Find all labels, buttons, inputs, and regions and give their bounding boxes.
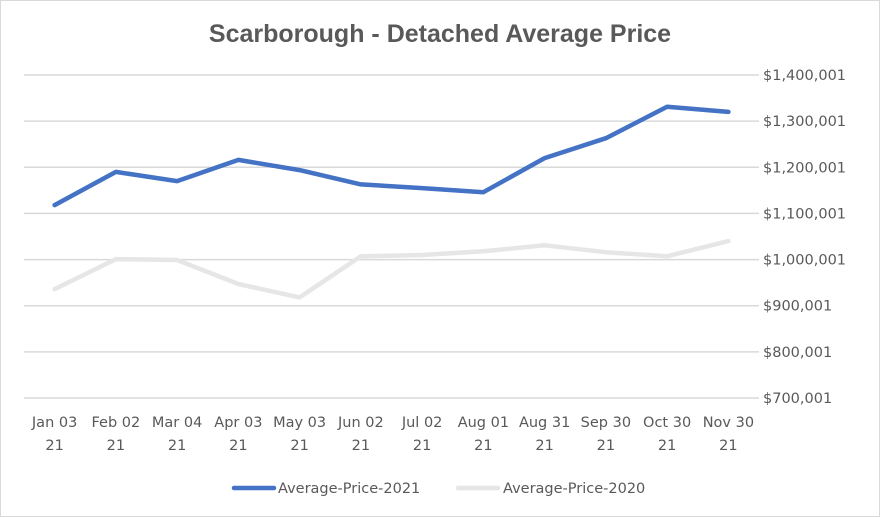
x-tick-label: Sep 30 — [581, 415, 631, 431]
x-tick-label: Mar 04 — [152, 415, 202, 431]
x-tick-label: Aug 01 — [458, 415, 509, 431]
x-axis-ticks: Jan 03 21 Feb 02 21 Mar 04 21 Apr 03 21 May 03 21… — [31, 415, 754, 454]
x-tick-label-year: 21 — [107, 438, 125, 454]
y-tick-label: $1,000,001 — [763, 253, 846, 269]
y-tick-label: $900,001 — [763, 299, 832, 315]
x-tick-label-year: 21 — [45, 438, 63, 454]
gridlines — [24, 74, 759, 399]
x-tick-label: Feb 02 — [92, 415, 141, 431]
y-tick-label: $1,400,001 — [763, 68, 846, 84]
x-tick-label-year: 21 — [597, 438, 615, 454]
x-tick-label-year: 21 — [229, 438, 247, 454]
x-tick-label-year: 21 — [352, 438, 370, 454]
x-tick-label-year: 21 — [719, 438, 737, 454]
x-tick-label: Aug 31 — [519, 415, 570, 431]
y-axis-ticks: $1,400,001 $1,300,001 $1,200,001 $1,100,001… — [763, 68, 846, 407]
x-tick-label: Jan 03 — [31, 415, 77, 431]
y-tick-label: $1,300,001 — [763, 114, 846, 130]
x-tick-label: Jul 02 — [401, 415, 443, 431]
x-tick-label: Apr 03 — [214, 415, 262, 431]
y-tick-label: $800,001 — [763, 345, 832, 361]
x-tick-label-year: 21 — [658, 438, 676, 454]
x-tick-label-year: 21 — [535, 438, 553, 454]
x-tick-label: Oct 30 — [643, 415, 691, 431]
legend: Average-Price-2021 Average-Price-2020 — [231, 481, 645, 497]
legend-label: Average-Price-2020 — [503, 481, 645, 497]
x-tick-label-year: 21 — [474, 438, 492, 454]
legend-item: Average-Price-2020 — [455, 481, 645, 497]
y-tick-label: $1,100,001 — [763, 206, 846, 222]
series-line-average-price-2020 — [52, 238, 731, 300]
legend-item: Average-Price-2021 — [231, 481, 420, 497]
y-tick-label: $700,001 — [763, 391, 832, 407]
x-tick-label-year: 21 — [290, 438, 308, 454]
legend-label: Average-Price-2021 — [278, 481, 420, 497]
series-line-average-price-2021 — [52, 104, 731, 208]
x-tick-label: Nov 30 — [703, 415, 754, 431]
x-tick-label: Jun 02 — [337, 415, 384, 431]
x-tick-label-year: 21 — [168, 438, 186, 454]
chart-title: Scarborough - Detached Average Price — [209, 20, 671, 48]
x-tick-label: May 03 — [273, 415, 326, 431]
x-tick-label-year: 21 — [413, 438, 431, 454]
series-lines — [52, 104, 731, 300]
y-tick-label: $1,200,001 — [763, 160, 846, 176]
